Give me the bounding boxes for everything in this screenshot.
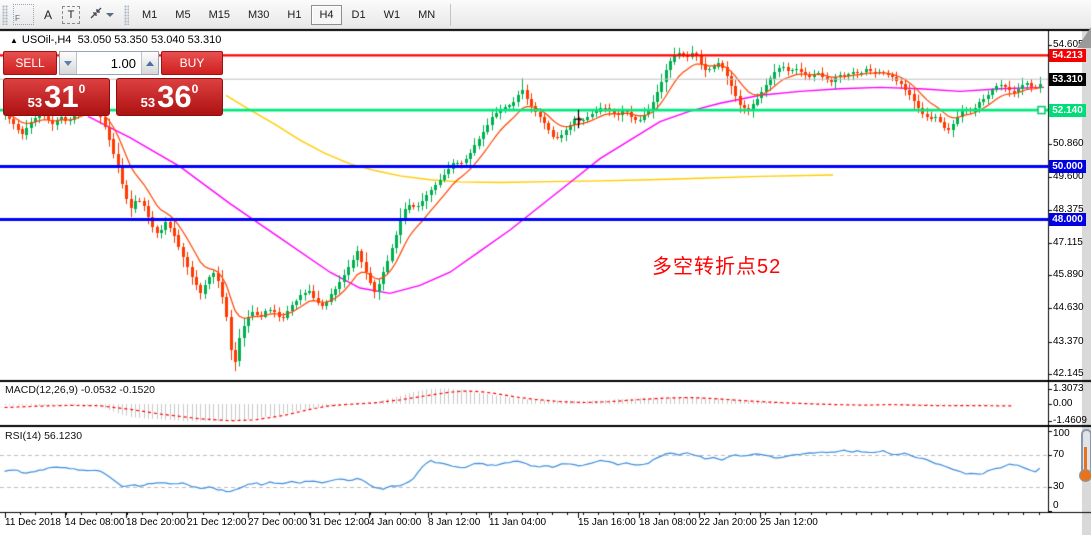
price-badge: 52.140 [1049, 104, 1086, 117]
thermometer-icon [1079, 429, 1091, 487]
rsi-axis-label: 70 [1053, 449, 1065, 460]
time-axis-label: 18 Dec 20:00 [126, 517, 186, 528]
price-tick-label: 48.375 [1053, 204, 1084, 215]
macd-axis-label: 1.3073 [1053, 383, 1084, 394]
volume-decrease-button[interactable] [60, 52, 77, 74]
time-axis-label: 31 Dec 12:00 [310, 517, 370, 528]
chart-title: ▲ USOil-,H4 53.050 53.350 53.040 53.310 [10, 34, 221, 46]
price-badge: 50.000 [1049, 160, 1086, 173]
ask-price-box[interactable]: 53 36 0 [116, 78, 223, 116]
triangle-up-icon [146, 60, 154, 66]
time-axis-label: 27 Dec 00:00 [248, 517, 308, 528]
rsi-axis-label: 100 [1053, 428, 1070, 439]
price-tick-label: 44.630 [1053, 302, 1084, 313]
sell-button[interactable]: SELL [3, 51, 57, 75]
macd-axis-label: 0.00 [1053, 398, 1073, 409]
ask-whole: 53 [140, 94, 156, 110]
time-axis-label: 22 Jan 20:00 [699, 517, 757, 528]
chart-annotation-text: 多空转折点52 [652, 256, 782, 278]
time-axis-label: 11 Dec 2018 [5, 517, 61, 528]
rsi-axis-label: 30 [1053, 481, 1065, 492]
ask-pipette: 0 [191, 82, 199, 96]
bid-pipette: 0 [78, 82, 86, 96]
bid-price-box[interactable]: 53 31 0 [3, 78, 110, 116]
bid-pips: 31 [44, 79, 79, 114]
price-tick-label: 43.370 [1053, 336, 1084, 347]
time-axis-label: 11 Jan 04:00 [489, 517, 547, 528]
one-click-trade-panel: SELL 1.00 BUY 53 31 0 53 36 0 [3, 51, 223, 117]
time-axis-label: 15 Jan 16:00 [578, 517, 636, 528]
price-tick-label: 47.115 [1053, 237, 1083, 248]
rsi-label: RSI(14) 56.1230 [5, 430, 83, 442]
buy-button[interactable]: BUY [161, 51, 223, 75]
price-badge: 48.000 [1049, 213, 1086, 226]
rsi-axis-label: 0 [1053, 500, 1059, 511]
volume-increase-button[interactable] [141, 52, 158, 74]
price-badge: 53.310 [1049, 73, 1086, 86]
bid-whole: 53 [27, 94, 43, 110]
macd-axis-label: -1.4609 [1053, 415, 1087, 426]
time-axis-label: 18 Jan 08:00 [639, 517, 697, 528]
time-axis-label: 14 Dec 08:00 [65, 517, 125, 528]
price-badge: 54.213 [1049, 49, 1086, 62]
time-axis-label: 21 Dec 12:00 [187, 517, 247, 528]
volume-input[interactable]: 1.00 [77, 52, 141, 74]
triangle-down-icon [64, 60, 72, 66]
collapse-triangle-icon[interactable]: ▲ [10, 36, 18, 45]
price-tick-label: 49.600 [1053, 171, 1084, 182]
time-axis-label: 25 Jan 12:00 [760, 517, 818, 528]
ask-pips: 36 [157, 79, 192, 114]
volume-stepper: 1.00 [59, 51, 159, 75]
symbol-title: USOil-,H4 [21, 34, 72, 46]
time-axis-label: 4 Jan 00:00 [369, 517, 422, 528]
ohlc-values: 53.050 53.350 53.040 53.310 [77, 34, 222, 46]
price-tick-label: 42.145 [1053, 368, 1084, 379]
time-axis-label: 8 Jan 12:00 [428, 517, 481, 528]
price-tick-label: 50.860 [1053, 138, 1084, 149]
price-tick-label: 45.890 [1053, 269, 1084, 280]
macd-label: MACD(12,26,9) -0.0532 -0.1520 [5, 384, 155, 396]
price-tick-label: 54.605 [1053, 39, 1084, 50]
